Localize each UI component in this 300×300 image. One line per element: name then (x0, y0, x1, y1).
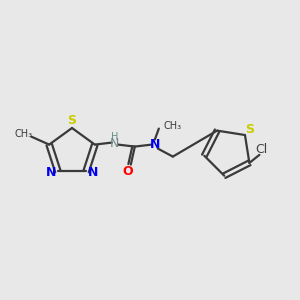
Text: CH₃: CH₃ (14, 129, 32, 139)
Text: N: N (88, 166, 98, 179)
Text: CH₃: CH₃ (164, 121, 182, 130)
Text: S: S (68, 115, 76, 128)
Text: N: N (110, 137, 119, 150)
Text: N: N (46, 166, 56, 179)
Text: N: N (150, 138, 160, 151)
Text: H: H (111, 132, 118, 142)
Text: S: S (245, 122, 254, 136)
Text: O: O (122, 165, 133, 178)
Text: Cl: Cl (255, 143, 268, 156)
